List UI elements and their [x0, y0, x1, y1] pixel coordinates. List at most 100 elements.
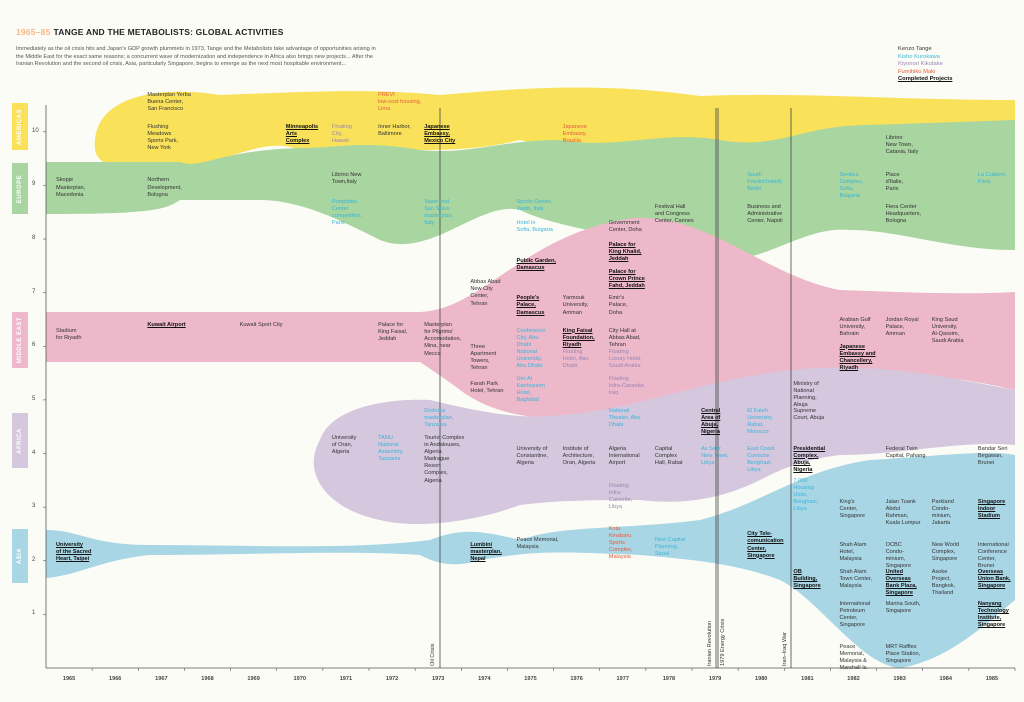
y-tick-label: 10	[32, 127, 39, 134]
project-label: Asoke Project, Bangkok, Thailand	[931, 568, 956, 597]
project-label: Yarmouk University, Amman	[562, 295, 589, 316]
x-tick-label: 1973	[431, 676, 445, 682]
project-label: Hotel in Sofia, Bulgaria	[516, 220, 553, 234]
y-tick-label: 3	[32, 503, 36, 510]
project-label: University of the Sacred Heart, Taipei	[56, 542, 92, 563]
y-tick-label: 5	[32, 395, 36, 402]
project-label: East Coast Corniche Benghazi, Libya	[747, 445, 775, 473]
region-tab-asia: ASIA	[12, 529, 28, 583]
project-label: Federal Twin Capital, Pahang	[885, 445, 926, 459]
project-label: Ministry of National Planning, Abuja	[793, 381, 819, 409]
project-label: National Theater, Abu Dhabi	[608, 407, 641, 429]
project-label: As Sarir New Town, Libya	[701, 445, 729, 466]
project-label: Japanese Embassy, Brasilia	[562, 123, 587, 144]
project-label: OB Building, Singapore	[793, 568, 821, 590]
x-tick-label: 1985	[985, 676, 999, 682]
x-tick-label: 1978	[662, 676, 676, 682]
project-label: Jordan Royal Palace, Amman	[885, 316, 919, 338]
project-label: Kuwait Sport City	[239, 322, 283, 329]
project-label: Palace for King Khalid, Jeddah	[608, 241, 642, 262]
project-label: Bandar Seri Begawan, Brunei	[977, 445, 1008, 466]
project-label: South Friedrichstadt, Berlin	[747, 172, 783, 193]
legend-item: Kenzo Tange	[898, 46, 932, 52]
project-label: Floating Hotel, Abu Dhabi	[562, 349, 589, 370]
project-label: Capital Complex Hall, Rabat	[654, 445, 683, 466]
project-label: Arabian Gulf University, Bahrain	[839, 316, 871, 338]
x-tick-label: 1970	[293, 676, 307, 682]
y-tick-label: 7	[32, 288, 36, 295]
project-label: Nanyang Technology Institute, Singapore	[977, 601, 1009, 629]
region-band-africa	[313, 367, 1016, 525]
region-tab-label: MIDDLE EAST	[17, 316, 24, 364]
region-tab-label: AFRICA	[17, 427, 24, 454]
project-label: Floating Luxury Hotel, Saudi Arabia	[608, 349, 642, 370]
project-label: King Saud University, Al-Qassim, Saudi A…	[931, 316, 964, 345]
y-tick-label: 4	[32, 449, 36, 456]
project-label: Vasto and San Salvo masterplan, Italy	[424, 198, 454, 227]
y-tick-label: 8	[32, 235, 36, 242]
x-tick-label: 1979	[708, 676, 722, 682]
region-band-europe	[46, 120, 1015, 262]
region-band-middle-east	[46, 217, 1015, 419]
project-label: Peace Memorial, Malaysia	[516, 536, 559, 550]
project-label: Shah Alam Town Center, Malaysia	[839, 568, 873, 590]
region-tab-label: ASIA	[17, 547, 23, 565]
project-label: Government Center, Doha	[608, 220, 642, 234]
title-years: 1965–85	[16, 27, 51, 37]
y-tick-label: 9	[32, 181, 36, 188]
region-tab-label: AMERICAS	[17, 108, 24, 145]
project-label: University of Oran, Algeria	[331, 434, 357, 455]
event-label: Iranian Revolution	[707, 620, 713, 666]
project-label: Abbas Abad New City Center, Tehran	[470, 279, 501, 307]
project-label: Conference City, Abu Dhabi	[516, 327, 546, 348]
x-tick-label: 1983	[893, 676, 906, 682]
x-tick-label: 1968	[201, 676, 214, 682]
project-label: Central Area of Abuja, Nigeria	[701, 407, 721, 436]
title-text: TANGE AND THE METABOLISTS: GLOBAL ACTIVI…	[53, 27, 284, 37]
x-tick-label: 1976	[570, 676, 583, 682]
x-tick-label: 1967	[155, 676, 168, 682]
project-label: Palace for King Faisal, Jeddah	[378, 322, 408, 343]
region-tab-europe: EUROPE	[12, 163, 28, 214]
project-label: Librino New Town, Catania, Italy	[885, 134, 919, 155]
project-label: Business and Administrative Center, Napo…	[747, 204, 783, 225]
project-label: Librino New Town,Italy	[331, 172, 362, 186]
x-tick-label: 1981	[801, 676, 814, 682]
project-label: OCBC Condo- minium, Singapore	[885, 542, 912, 570]
project-label: University of Constantine, Algeria	[516, 445, 548, 466]
project-label: Masterplan Yerba Buena Center, San Franc…	[147, 91, 191, 112]
project-label: Skopje Masterplan, Macedonia	[56, 177, 86, 198]
project-label: King's Center, Singapore	[839, 499, 866, 520]
project-label: International Petroleum Center, Singapor…	[839, 601, 871, 629]
project-label: Flushing Meadows Sports Park, New York	[147, 123, 179, 152]
project-label: Inner Harbor, Baltimore	[378, 123, 411, 137]
project-label: MRT Raffles Place Station, Singapore	[885, 643, 921, 665]
project-label: Parkland Condo- minium, Jakarta	[931, 499, 954, 527]
project-label: Madrague Resort Complex, Algeria	[424, 456, 450, 484]
region-tab-middle-east: MIDDLE EAST	[12, 312, 28, 368]
project-label: Stadium for Riyadh	[56, 327, 82, 341]
project-label: Shah Alam Hotel, Malaysia	[839, 542, 867, 563]
project-label: Dodoma masterplan, Tanzania	[424, 407, 454, 429]
legend-item: Kiyonori Kikutake	[898, 61, 943, 68]
project-label: El Fateh University, Rabat, Morocco	[747, 407, 773, 436]
project-label: People's Palace, Damascus	[516, 295, 545, 316]
project-label: Lumbini masterplan, Nepal	[470, 542, 502, 563]
project-label: Um-Al Kanhuzeen Hotel, Baghdad	[516, 375, 545, 404]
x-tick-label: 1971	[339, 676, 353, 682]
x-tick-label: 1975	[524, 676, 537, 682]
region-tab-americas: AMERICAS	[12, 103, 28, 150]
x-tick-label: 1972	[385, 676, 399, 682]
project-label: Minneapolis Arts Complex	[285, 123, 319, 144]
project-label: United Overseas Bank Plaza, Singapore	[885, 568, 917, 597]
project-label: TANU National Assembly, Tanzania	[378, 434, 404, 463]
project-label: Floating Infra- Cassette, Libya	[608, 483, 633, 511]
x-tick-label: 1984	[939, 676, 953, 682]
x-tick-label: 1977	[616, 676, 630, 682]
project-label: Presidential Complex, Abuja, Nigeria	[793, 445, 826, 473]
region-tab-label: EUROPE	[17, 174, 23, 203]
project-label: Sports Center, Vasto, Italy	[516, 198, 553, 212]
project-label: Festival Hall and Congress Center, Canne…	[654, 204, 694, 225]
legend-item: Completed Projects	[898, 76, 953, 83]
